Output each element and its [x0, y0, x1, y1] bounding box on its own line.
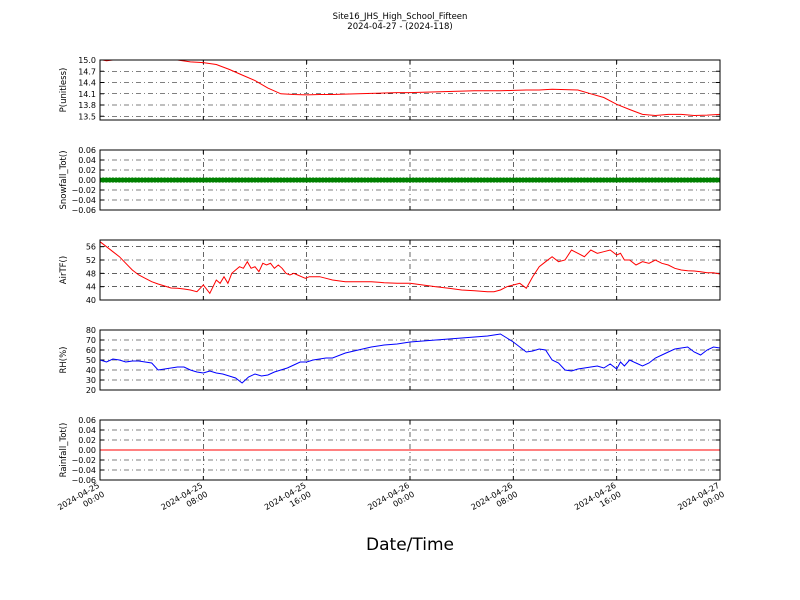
y-tick-label: 15.0	[78, 56, 96, 65]
y-axis-label: Snowfall_Tot()	[59, 150, 69, 209]
series-line	[100, 241, 720, 295]
axes-frame	[99, 149, 721, 211]
y-axis-label: Rainfall_Tot()	[59, 423, 69, 478]
subplot-0: 13.5 13.8 14.1 14.4 14.7 15.0 P(unitless)	[59, 56, 721, 121]
axes-frame	[99, 329, 721, 391]
x-tick-label: 2024-04-2500:00	[56, 481, 106, 521]
y-tick-label: 56	[86, 243, 96, 252]
data-point	[717, 177, 720, 183]
y-tick-label: 13.5	[78, 112, 96, 121]
y-tick-label: 0.02	[78, 436, 96, 445]
y-tick-label: 0.02	[78, 166, 96, 175]
y-axis-label: AirTF()	[59, 256, 69, 284]
chart-title-line1: Site16_JHS_High_School_Fifteen	[333, 12, 468, 22]
y-tick-label: 70	[86, 336, 96, 345]
y-tick-label: 30	[86, 376, 96, 385]
snowfall-points	[100, 177, 720, 183]
y-tick-label: −0.02	[71, 186, 96, 195]
axes-frame	[99, 419, 721, 481]
y-tick-label: 0.06	[78, 416, 96, 425]
x-tick-label: 2024-04-2600:00	[366, 481, 416, 521]
subplot-4: −0.06−0.04−0.020.000.020.040.06 Rainfall_…	[59, 416, 721, 485]
y-tick-label: 0.00	[78, 176, 96, 185]
y-tick-label: 0.04	[78, 156, 96, 165]
x-tick-label: 2024-04-2508:00	[160, 481, 210, 521]
y-tick-label: 0.00	[78, 446, 96, 455]
series-line	[100, 333, 720, 384]
y-tick-label: 44	[86, 283, 96, 292]
y-tick-label: 14.7	[78, 67, 96, 76]
y-tick-label: 50	[86, 356, 96, 365]
y-tick-label: −0.06	[71, 206, 96, 215]
x-axis-label: Date/Time	[366, 535, 454, 555]
y-tick-label: −0.02	[71, 456, 96, 465]
y-tick-label: 48	[86, 269, 96, 278]
chart-title-line2: 2024-04-27 - (2024-118)	[347, 22, 452, 32]
y-tick-label: 20	[86, 386, 96, 395]
axes-frame	[99, 239, 721, 301]
x-tick-label: 2024-04-2700:00	[676, 481, 726, 521]
y-tick-label: −0.06	[71, 476, 96, 485]
y-tick-label: 60	[86, 346, 96, 355]
y-tick-label: 0.04	[78, 426, 96, 435]
y-tick-label: 40	[86, 296, 96, 305]
series-line	[102, 60, 720, 117]
y-tick-label: 13.8	[78, 101, 96, 110]
y-tick-label: 80	[86, 326, 96, 335]
x-tick-label: 2024-04-2616:00	[573, 481, 623, 521]
x-tick-label: 2024-04-2516:00	[263, 481, 313, 521]
y-tick-label: 0.06	[78, 146, 96, 155]
axes-frame	[99, 59, 721, 121]
subplot-panels: 13.5 13.8 14.1 14.4 14.7 15.0 P(unitless) −0.06…	[59, 56, 721, 485]
y-axis-label: P(unitless)	[59, 68, 69, 113]
x-tick-label: 2024-04-2608:00	[470, 481, 520, 521]
y-axis-label: RH(%)	[59, 346, 69, 373]
y-tick-label: 52	[86, 256, 96, 265]
y-tick-label: −0.04	[71, 466, 96, 475]
x-axis-tick-labels: 2024-04-2500:00 2024-04-2508:00 2024-04-25…	[56, 481, 726, 521]
subplot-2: 40 44 48 52 56 AirTF()	[59, 239, 721, 305]
subplot-1: −0.06−0.04−0.020.000.020.040.06 Snowfall_…	[59, 146, 721, 215]
y-tick-label: 40	[86, 366, 96, 375]
y-tick-label: −0.04	[71, 196, 96, 205]
y-tick-label: 14.4	[78, 79, 96, 88]
y-tick-label: 14.1	[78, 90, 96, 99]
